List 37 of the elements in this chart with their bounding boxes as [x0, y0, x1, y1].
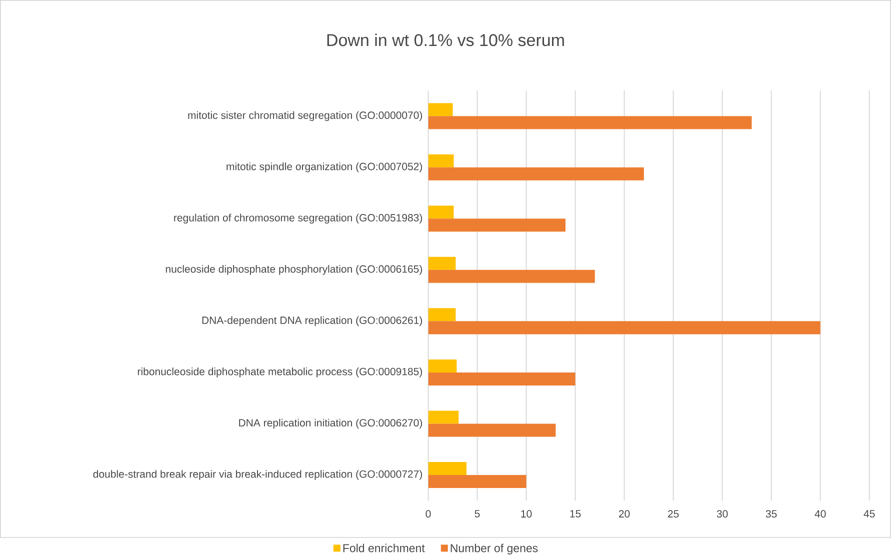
- bar: [428, 116, 752, 130]
- bar: [428, 154, 454, 168]
- bar: [428, 410, 459, 424]
- x-tick-label: 10: [521, 510, 532, 518]
- bar: [428, 218, 566, 232]
- bar: [428, 206, 454, 219]
- x-tick-label: 5: [474, 510, 480, 518]
- bar: [428, 270, 595, 284]
- y-tick-label: mitotic sister chromatid segregation (GO:0000070): [188, 111, 422, 122]
- legend-label: Fold enrichment: [343, 544, 425, 552]
- bar: [428, 462, 466, 476]
- y-tick-label: mitotic spindle organization (GO:0007052): [226, 162, 422, 172]
- chart-title: Down in wt 0.1% vs 10% serum: [327, 34, 564, 46]
- x-tick-label: 0: [426, 510, 431, 518]
- y-tick-label: DNA-dependent DNA replication (GO:0006261): [202, 316, 422, 326]
- x-tick-label: 20: [618, 510, 630, 518]
- x-tick-label: 25: [668, 510, 679, 518]
- x-tick-label: 30: [716, 510, 728, 518]
- x-tick-label: 15: [570, 510, 581, 518]
- bar: [428, 424, 556, 437]
- bar: [428, 168, 644, 181]
- x-tick-label: 45: [864, 510, 875, 518]
- legend-label: Number of genes: [450, 544, 538, 555]
- x-tick-label: 35: [766, 510, 777, 518]
- bar: [428, 475, 526, 488]
- bar: [428, 103, 453, 116]
- y-tick-label: DNA replication initiation (GO:0006270): [239, 419, 422, 429]
- y-tick-label: ribonucleoside diphosphate metabolic process (GO:0009185): [138, 368, 422, 378]
- y-tick-label: double-strand break repair via break-induced replication (GO:0000727): [93, 470, 422, 480]
- bar: [428, 372, 576, 386]
- x-tick-label: 40: [814, 510, 826, 518]
- bar: [428, 360, 457, 373]
- bar: [428, 321, 820, 334]
- y-tick-label: regulation of chromosome segregation (GO:0051983): [174, 214, 422, 224]
- bar: [428, 308, 456, 322]
- y-tick-label: nucleoside diphosphate phosphorylation (GO:0006165): [166, 265, 422, 276]
- bar: [428, 257, 456, 270]
